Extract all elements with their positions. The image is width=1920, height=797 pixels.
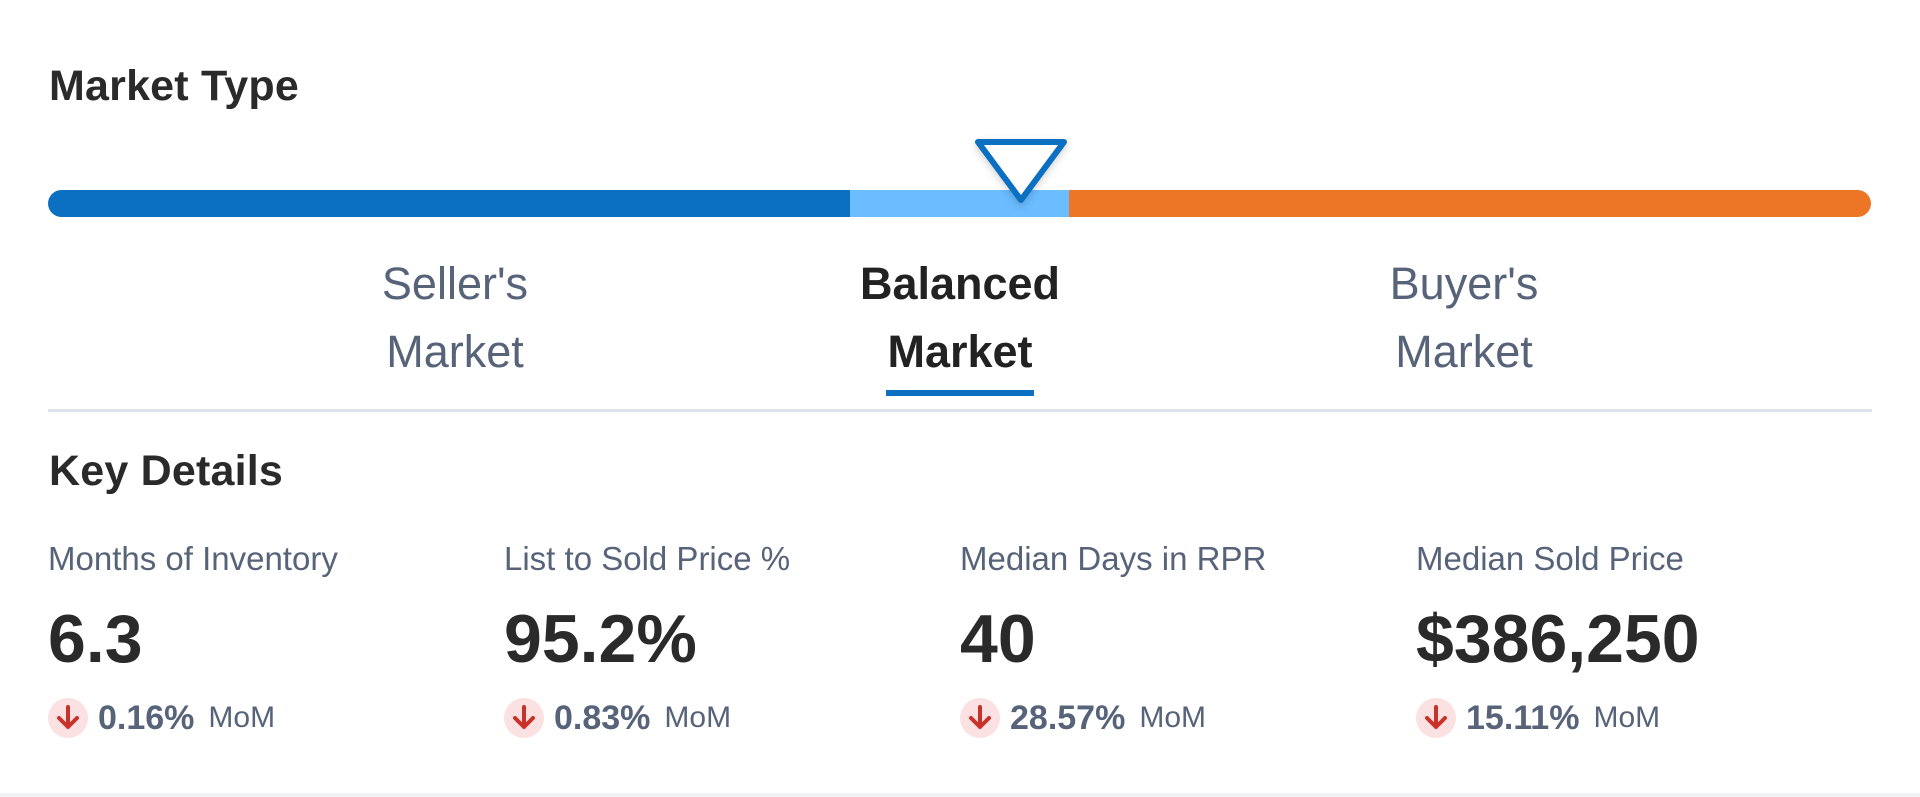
stat-value: 95.2%: [504, 601, 697, 677]
stat-change: 28.57% MoM: [960, 696, 1416, 740]
arrow-down-icon: [960, 698, 1000, 738]
stat-label: Median Sold Price: [1416, 540, 1684, 577]
stat-change: 15.11% MoM: [1416, 696, 1872, 740]
stat-change: 0.83% MoM: [504, 696, 960, 740]
arrow-down-icon: [48, 698, 88, 738]
stat-median-days-in-rpr: Median Days in RPR 40 28.57% MoM: [960, 535, 1416, 740]
market-label-line1: Buyer's: [1389, 258, 1539, 309]
stat-change-unit: MoM: [1139, 701, 1206, 734]
market-label-buyers[interactable]: Buyer's Market: [1314, 250, 1614, 386]
market-label-line2: Market: [1395, 326, 1533, 377]
stat-value: 40: [960, 601, 1036, 677]
stat-median-sold-price: Median Sold Price $386,250 15.11% MoM: [1416, 535, 1872, 740]
stat-label: List to Sold Price %: [504, 540, 791, 577]
key-details-heading: Key Details: [49, 447, 284, 495]
market-gauge-bar: [48, 190, 1871, 217]
gauge-seller-segment: [48, 190, 851, 217]
market-label-sellers[interactable]: Seller's Market: [305, 250, 605, 386]
market-label-line1: Seller's: [381, 258, 529, 309]
gauge-buyer-segment: [1068, 190, 1871, 217]
section-divider: [48, 409, 1872, 412]
stat-change-percent: 28.57%: [1010, 698, 1126, 737]
market-label-line2: Market: [386, 326, 524, 377]
active-market-underline: [886, 390, 1034, 396]
stat-change-unit: MoM: [664, 701, 732, 734]
gauge-balanced-segment: [850, 190, 1069, 217]
arrow-down-icon: [504, 698, 544, 738]
stat-label: Months of Inventory: [48, 540, 338, 577]
stat-change-unit: MoM: [1593, 701, 1661, 734]
stat-change-percent: 0.16%: [98, 698, 195, 737]
stat-value: $386,250: [1416, 601, 1700, 677]
bottom-rule: [0, 793, 1920, 797]
arrow-down-icon: [1416, 698, 1456, 738]
gauge-marker-triangle-icon: [975, 139, 1068, 203]
key-details-stats: Months of Inventory 6.3 0.16% MoM List t…: [48, 535, 1872, 740]
market-label-line2: Market: [887, 326, 1033, 377]
stat-label: Median Days in RPR: [960, 540, 1267, 577]
stat-change-percent: 15.11%: [1466, 698, 1580, 737]
market-type-heading: Market Type: [49, 62, 299, 110]
stat-value: 6.3: [48, 601, 143, 677]
stat-change: 0.16% MoM: [48, 696, 504, 740]
market-label-line1: Balanced: [859, 258, 1061, 309]
stat-change-unit: MoM: [208, 701, 276, 734]
stat-change-percent: 0.83%: [554, 698, 651, 737]
market-label-balanced[interactable]: Balanced Market: [810, 250, 1110, 396]
stat-months-of-inventory: Months of Inventory 6.3 0.16% MoM: [48, 535, 504, 740]
stat-list-to-sold-price: List to Sold Price % 95.2% 0.83% MoM: [504, 535, 960, 740]
